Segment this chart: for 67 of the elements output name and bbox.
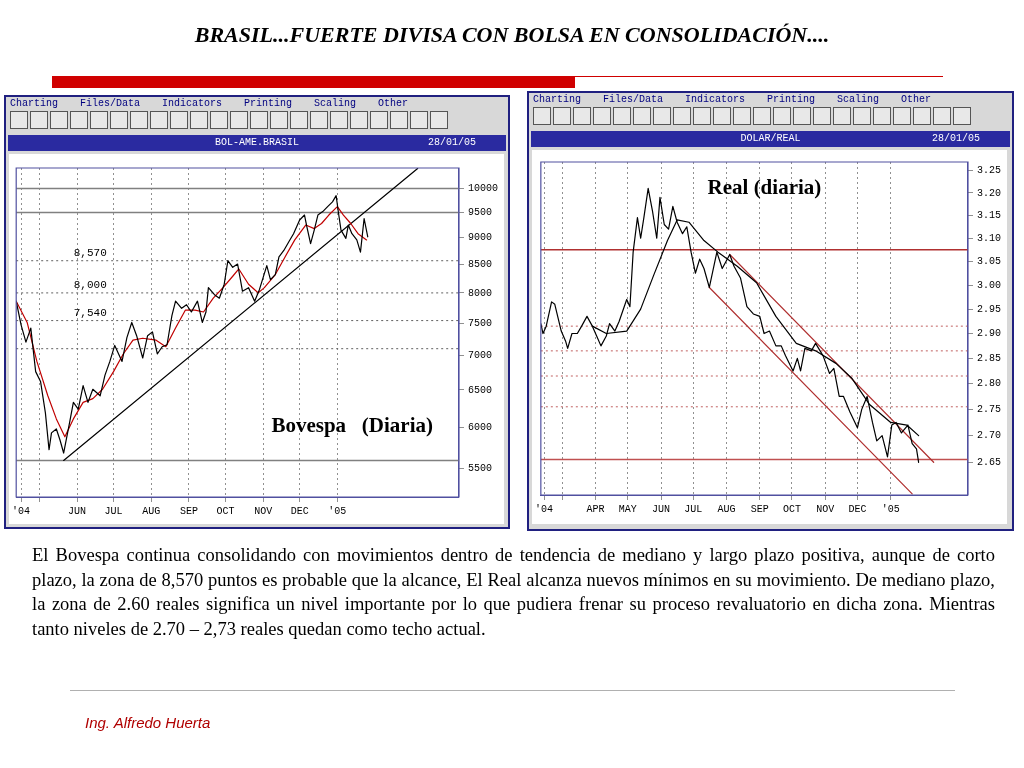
y-tick-label: 7500 xyxy=(468,317,493,329)
ref-line-label: 8,570 xyxy=(73,247,107,260)
x-tick-label: OCT xyxy=(782,503,801,515)
y-tick-label: 5500 xyxy=(468,462,493,474)
text: Scaling xyxy=(837,94,880,105)
y-tick-label: 6500 xyxy=(468,384,493,396)
text: 28/01/05 xyxy=(427,136,476,150)
text: Indicators xyxy=(162,98,223,109)
ref-line-label: 7,540 xyxy=(73,306,107,319)
y-tick-label: 3.10 xyxy=(977,232,1002,244)
x-tick-label: JUN xyxy=(68,505,87,517)
y-tick-label: 2.80 xyxy=(977,378,1002,390)
x-tick-label: '05 xyxy=(328,505,347,517)
y-tick-label: 10000 xyxy=(468,183,499,195)
text: Charting xyxy=(10,98,59,109)
x-tick-label: AUG xyxy=(717,503,736,515)
text: 28/01/05 xyxy=(931,132,980,146)
y-tick-label: 2.85 xyxy=(977,353,1002,364)
text: Other xyxy=(378,98,409,109)
y-tick-label: 3.25 xyxy=(977,165,1002,177)
text: Files/Data xyxy=(80,98,141,109)
text: Indicators xyxy=(685,94,746,105)
text: Real (diaria) xyxy=(707,175,822,200)
x-tick-label: APR xyxy=(586,503,605,515)
text: Scaling xyxy=(314,98,357,109)
x-tick-label: NOV xyxy=(254,505,273,517)
x-tick-label: SEP xyxy=(179,505,198,517)
y-tick-label: 3.00 xyxy=(977,279,1002,291)
ref-line-label: 8,000 xyxy=(73,279,107,292)
chart-subtitle: BOL-AME.BRASIL xyxy=(214,137,299,148)
text: Printing xyxy=(244,98,293,109)
text: El Bovespa continua consolidando con movimientos dentro de tendencia de mediano y largo plazo positiva, aunque de corto plazo, la zona de 8,570 puntos es probable que la alcance, El Real alcanza nuevos mínimos en su movimiento. De mediano plazo, la zona de 2.60 reales significa un nivel importante por lo que pudiera frenar su proceso revaluatorio en dicha zona. Mientras tanto niveles de 2.70 – 2,73 reales quedan como techo actual. xyxy=(32,544,995,641)
y-tick-label: 2.65 xyxy=(977,456,1002,468)
x-tick-label: DEC xyxy=(848,503,867,515)
y-tick-label: 9000 xyxy=(468,232,493,244)
text: Bovespa (Diaria) xyxy=(271,413,433,438)
y-tick-label: 2.90 xyxy=(977,328,1002,340)
y-tick-label: 2.75 xyxy=(977,404,1002,416)
text: Other xyxy=(901,94,932,105)
text: BRASIL...FUERTE DIVISA CON BOLSA EN CONSOLIDACIÓN.... xyxy=(193,22,831,48)
y-tick-label: 9500 xyxy=(468,207,493,219)
x-tick-label: '04 xyxy=(535,503,554,515)
x-tick-label: JUL xyxy=(684,503,703,515)
y-tick-label: 2.70 xyxy=(977,430,1002,442)
text: Charting xyxy=(533,94,582,105)
y-tick-label: 6000 xyxy=(468,422,493,434)
text: Files/Data xyxy=(603,94,664,105)
x-tick-label: JUL xyxy=(104,505,123,517)
x-tick-label: DEC xyxy=(290,505,309,517)
x-tick-label: OCT xyxy=(216,505,235,517)
x-tick-label: JUN xyxy=(652,503,671,515)
x-tick-label: MAY xyxy=(618,503,637,515)
text: Printing xyxy=(767,94,816,105)
y-tick-label: 7000 xyxy=(468,349,493,361)
text: Ing. Alfredo Huerta xyxy=(85,714,211,731)
x-tick-label: AUG xyxy=(142,505,161,517)
x-tick-label: '05 xyxy=(881,503,900,515)
y-tick-label: 3.15 xyxy=(977,210,1002,222)
y-tick-label: 8500 xyxy=(468,259,493,271)
x-tick-label: SEP xyxy=(750,503,769,515)
y-tick-label: 3.20 xyxy=(977,187,1002,199)
x-tick-label: '04 xyxy=(12,505,31,517)
y-tick-label: 3.05 xyxy=(977,256,1002,268)
chart-subtitle: DOLAR/REAL xyxy=(740,133,801,144)
x-tick-label: NOV xyxy=(816,503,835,515)
y-tick-label: 2.95 xyxy=(977,303,1002,315)
y-tick-label: 8000 xyxy=(468,287,493,299)
